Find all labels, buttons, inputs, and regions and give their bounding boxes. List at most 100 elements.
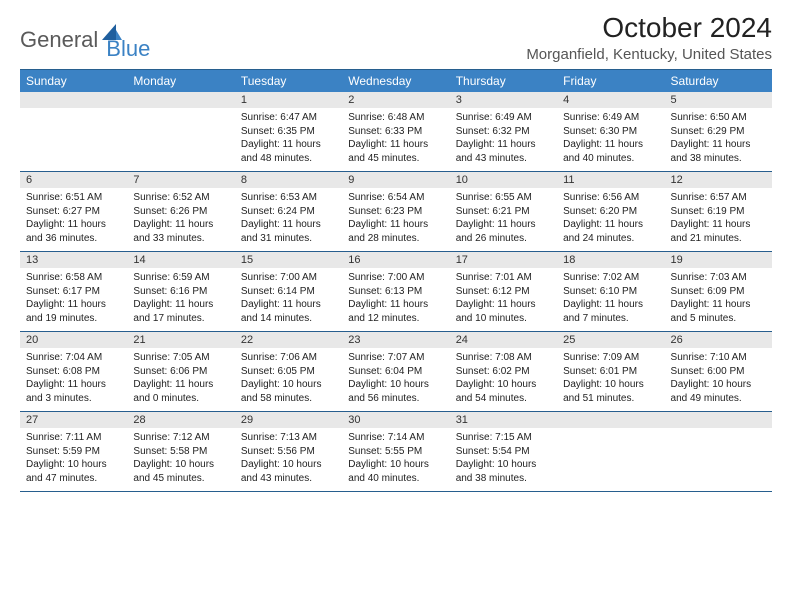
day-number: 17 xyxy=(450,252,557,268)
cell-content: Sunrise: 6:57 AMSunset: 6:19 PMDaylight:… xyxy=(665,188,772,251)
week-row: 13Sunrise: 6:58 AMSunset: 6:17 PMDayligh… xyxy=(20,252,772,332)
sunrise-text: Sunrise: 6:57 AM xyxy=(671,191,766,205)
cell-content: Sunrise: 7:05 AMSunset: 6:06 PMDaylight:… xyxy=(127,348,234,411)
calendar-cell: 25Sunrise: 7:09 AMSunset: 6:01 PMDayligh… xyxy=(557,332,664,411)
day-header: Friday xyxy=(557,70,664,92)
sunset-text: Sunset: 6:19 PM xyxy=(671,205,766,219)
sunset-text: Sunset: 6:32 PM xyxy=(456,125,551,139)
sunset-text: Sunset: 6:09 PM xyxy=(671,285,766,299)
cell-content: Sunrise: 7:06 AMSunset: 6:05 PMDaylight:… xyxy=(235,348,342,411)
daylight-text: Daylight: 10 hours and 40 minutes. xyxy=(348,458,443,485)
daylight-text: Daylight: 10 hours and 43 minutes. xyxy=(241,458,336,485)
sunset-text: Sunset: 6:20 PM xyxy=(563,205,658,219)
week-row: 27Sunrise: 7:11 AMSunset: 5:59 PMDayligh… xyxy=(20,412,772,492)
cell-content: Sunrise: 6:53 AMSunset: 6:24 PMDaylight:… xyxy=(235,188,342,251)
sunrise-text: Sunrise: 7:00 AM xyxy=(348,271,443,285)
daylight-text: Daylight: 10 hours and 38 minutes. xyxy=(456,458,551,485)
sunrise-text: Sunrise: 6:50 AM xyxy=(671,111,766,125)
calendar-cell: 21Sunrise: 7:05 AMSunset: 6:06 PMDayligh… xyxy=(127,332,234,411)
calendar-cell: 26Sunrise: 7:10 AMSunset: 6:00 PMDayligh… xyxy=(665,332,772,411)
calendar-cell: 2Sunrise: 6:48 AMSunset: 6:33 PMDaylight… xyxy=(342,92,449,171)
daylight-text: Daylight: 11 hours and 36 minutes. xyxy=(26,218,121,245)
day-number: 9 xyxy=(342,172,449,188)
calendar-cell: 8Sunrise: 6:53 AMSunset: 6:24 PMDaylight… xyxy=(235,172,342,251)
cell-content xyxy=(127,108,234,164)
sunrise-text: Sunrise: 7:08 AM xyxy=(456,351,551,365)
calendar: SundayMondayTuesdayWednesdayThursdayFrid… xyxy=(20,69,772,492)
day-number: 19 xyxy=(665,252,772,268)
day-number: 8 xyxy=(235,172,342,188)
daylight-text: Daylight: 11 hours and 0 minutes. xyxy=(133,378,228,405)
title-block: October 2024 Morganfield, Kentucky, Unit… xyxy=(526,12,772,63)
sunrise-text: Sunrise: 7:07 AM xyxy=(348,351,443,365)
sunset-text: Sunset: 6:02 PM xyxy=(456,365,551,379)
calendar-cell: 5Sunrise: 6:50 AMSunset: 6:29 PMDaylight… xyxy=(665,92,772,171)
cell-content: Sunrise: 7:11 AMSunset: 5:59 PMDaylight:… xyxy=(20,428,127,491)
sunrise-text: Sunrise: 6:52 AM xyxy=(133,191,228,205)
day-number: 20 xyxy=(20,332,127,348)
cell-content: Sunrise: 6:52 AMSunset: 6:26 PMDaylight:… xyxy=(127,188,234,251)
calendar-cell: 23Sunrise: 7:07 AMSunset: 6:04 PMDayligh… xyxy=(342,332,449,411)
sunrise-text: Sunrise: 6:47 AM xyxy=(241,111,336,125)
calendar-cell: 4Sunrise: 6:49 AMSunset: 6:30 PMDaylight… xyxy=(557,92,664,171)
calendar-cell: 7Sunrise: 6:52 AMSunset: 6:26 PMDaylight… xyxy=(127,172,234,251)
sunrise-text: Sunrise: 6:49 AM xyxy=(456,111,551,125)
sunset-text: Sunset: 6:05 PM xyxy=(241,365,336,379)
daylight-text: Daylight: 10 hours and 47 minutes. xyxy=(26,458,121,485)
day-number: 4 xyxy=(557,92,664,108)
daylight-text: Daylight: 11 hours and 19 minutes. xyxy=(26,298,121,325)
sunset-text: Sunset: 6:04 PM xyxy=(348,365,443,379)
day-number: 11 xyxy=(557,172,664,188)
cell-content: Sunrise: 7:13 AMSunset: 5:56 PMDaylight:… xyxy=(235,428,342,491)
month-title: October 2024 xyxy=(526,12,772,44)
day-number: 6 xyxy=(20,172,127,188)
sunrise-text: Sunrise: 6:59 AM xyxy=(133,271,228,285)
sunrise-text: Sunrise: 7:06 AM xyxy=(241,351,336,365)
cell-content: Sunrise: 7:02 AMSunset: 6:10 PMDaylight:… xyxy=(557,268,664,331)
sunrise-text: Sunrise: 7:04 AM xyxy=(26,351,121,365)
day-number xyxy=(557,412,664,428)
calendar-cell: 18Sunrise: 7:02 AMSunset: 6:10 PMDayligh… xyxy=(557,252,664,331)
day-number: 13 xyxy=(20,252,127,268)
cell-content xyxy=(665,428,772,484)
cell-content: Sunrise: 6:47 AMSunset: 6:35 PMDaylight:… xyxy=(235,108,342,171)
sunrise-text: Sunrise: 7:15 AM xyxy=(456,431,551,445)
sunrise-text: Sunrise: 7:02 AM xyxy=(563,271,658,285)
calendar-cell: 14Sunrise: 6:59 AMSunset: 6:16 PMDayligh… xyxy=(127,252,234,331)
sunset-text: Sunset: 6:08 PM xyxy=(26,365,121,379)
daylight-text: Daylight: 11 hours and 43 minutes. xyxy=(456,138,551,165)
calendar-cell: 19Sunrise: 7:03 AMSunset: 6:09 PMDayligh… xyxy=(665,252,772,331)
cell-content: Sunrise: 6:51 AMSunset: 6:27 PMDaylight:… xyxy=(20,188,127,251)
daylight-text: Daylight: 11 hours and 3 minutes. xyxy=(26,378,121,405)
sunrise-text: Sunrise: 6:53 AM xyxy=(241,191,336,205)
cell-content: Sunrise: 6:48 AMSunset: 6:33 PMDaylight:… xyxy=(342,108,449,171)
sunset-text: Sunset: 6:35 PM xyxy=(241,125,336,139)
cell-content: Sunrise: 7:09 AMSunset: 6:01 PMDaylight:… xyxy=(557,348,664,411)
daylight-text: Daylight: 11 hours and 26 minutes. xyxy=(456,218,551,245)
daylight-text: Daylight: 11 hours and 45 minutes. xyxy=(348,138,443,165)
day-header: Wednesday xyxy=(342,70,449,92)
cell-content: Sunrise: 6:56 AMSunset: 6:20 PMDaylight:… xyxy=(557,188,664,251)
sunrise-text: Sunrise: 7:09 AM xyxy=(563,351,658,365)
cell-content: Sunrise: 6:59 AMSunset: 6:16 PMDaylight:… xyxy=(127,268,234,331)
cell-content: Sunrise: 7:15 AMSunset: 5:54 PMDaylight:… xyxy=(450,428,557,491)
daylight-text: Daylight: 11 hours and 24 minutes. xyxy=(563,218,658,245)
calendar-cell: 10Sunrise: 6:55 AMSunset: 6:21 PMDayligh… xyxy=(450,172,557,251)
sunset-text: Sunset: 6:12 PM xyxy=(456,285,551,299)
sunset-text: Sunset: 6:17 PM xyxy=(26,285,121,299)
calendar-cell: 30Sunrise: 7:14 AMSunset: 5:55 PMDayligh… xyxy=(342,412,449,491)
header: General Blue October 2024 Morganfield, K… xyxy=(20,12,772,63)
daylight-text: Daylight: 10 hours and 51 minutes. xyxy=(563,378,658,405)
cell-content: Sunrise: 6:54 AMSunset: 6:23 PMDaylight:… xyxy=(342,188,449,251)
sunrise-text: Sunrise: 7:12 AM xyxy=(133,431,228,445)
daylight-text: Daylight: 11 hours and 5 minutes. xyxy=(671,298,766,325)
day-number: 24 xyxy=(450,332,557,348)
cell-content: Sunrise: 7:01 AMSunset: 6:12 PMDaylight:… xyxy=(450,268,557,331)
logo-text-blue: Blue xyxy=(106,36,150,62)
day-number xyxy=(20,92,127,108)
sunset-text: Sunset: 6:13 PM xyxy=(348,285,443,299)
day-number: 14 xyxy=(127,252,234,268)
location-text: Morganfield, Kentucky, United States xyxy=(526,46,772,63)
calendar-cell: 16Sunrise: 7:00 AMSunset: 6:13 PMDayligh… xyxy=(342,252,449,331)
calendar-cell: 9Sunrise: 6:54 AMSunset: 6:23 PMDaylight… xyxy=(342,172,449,251)
